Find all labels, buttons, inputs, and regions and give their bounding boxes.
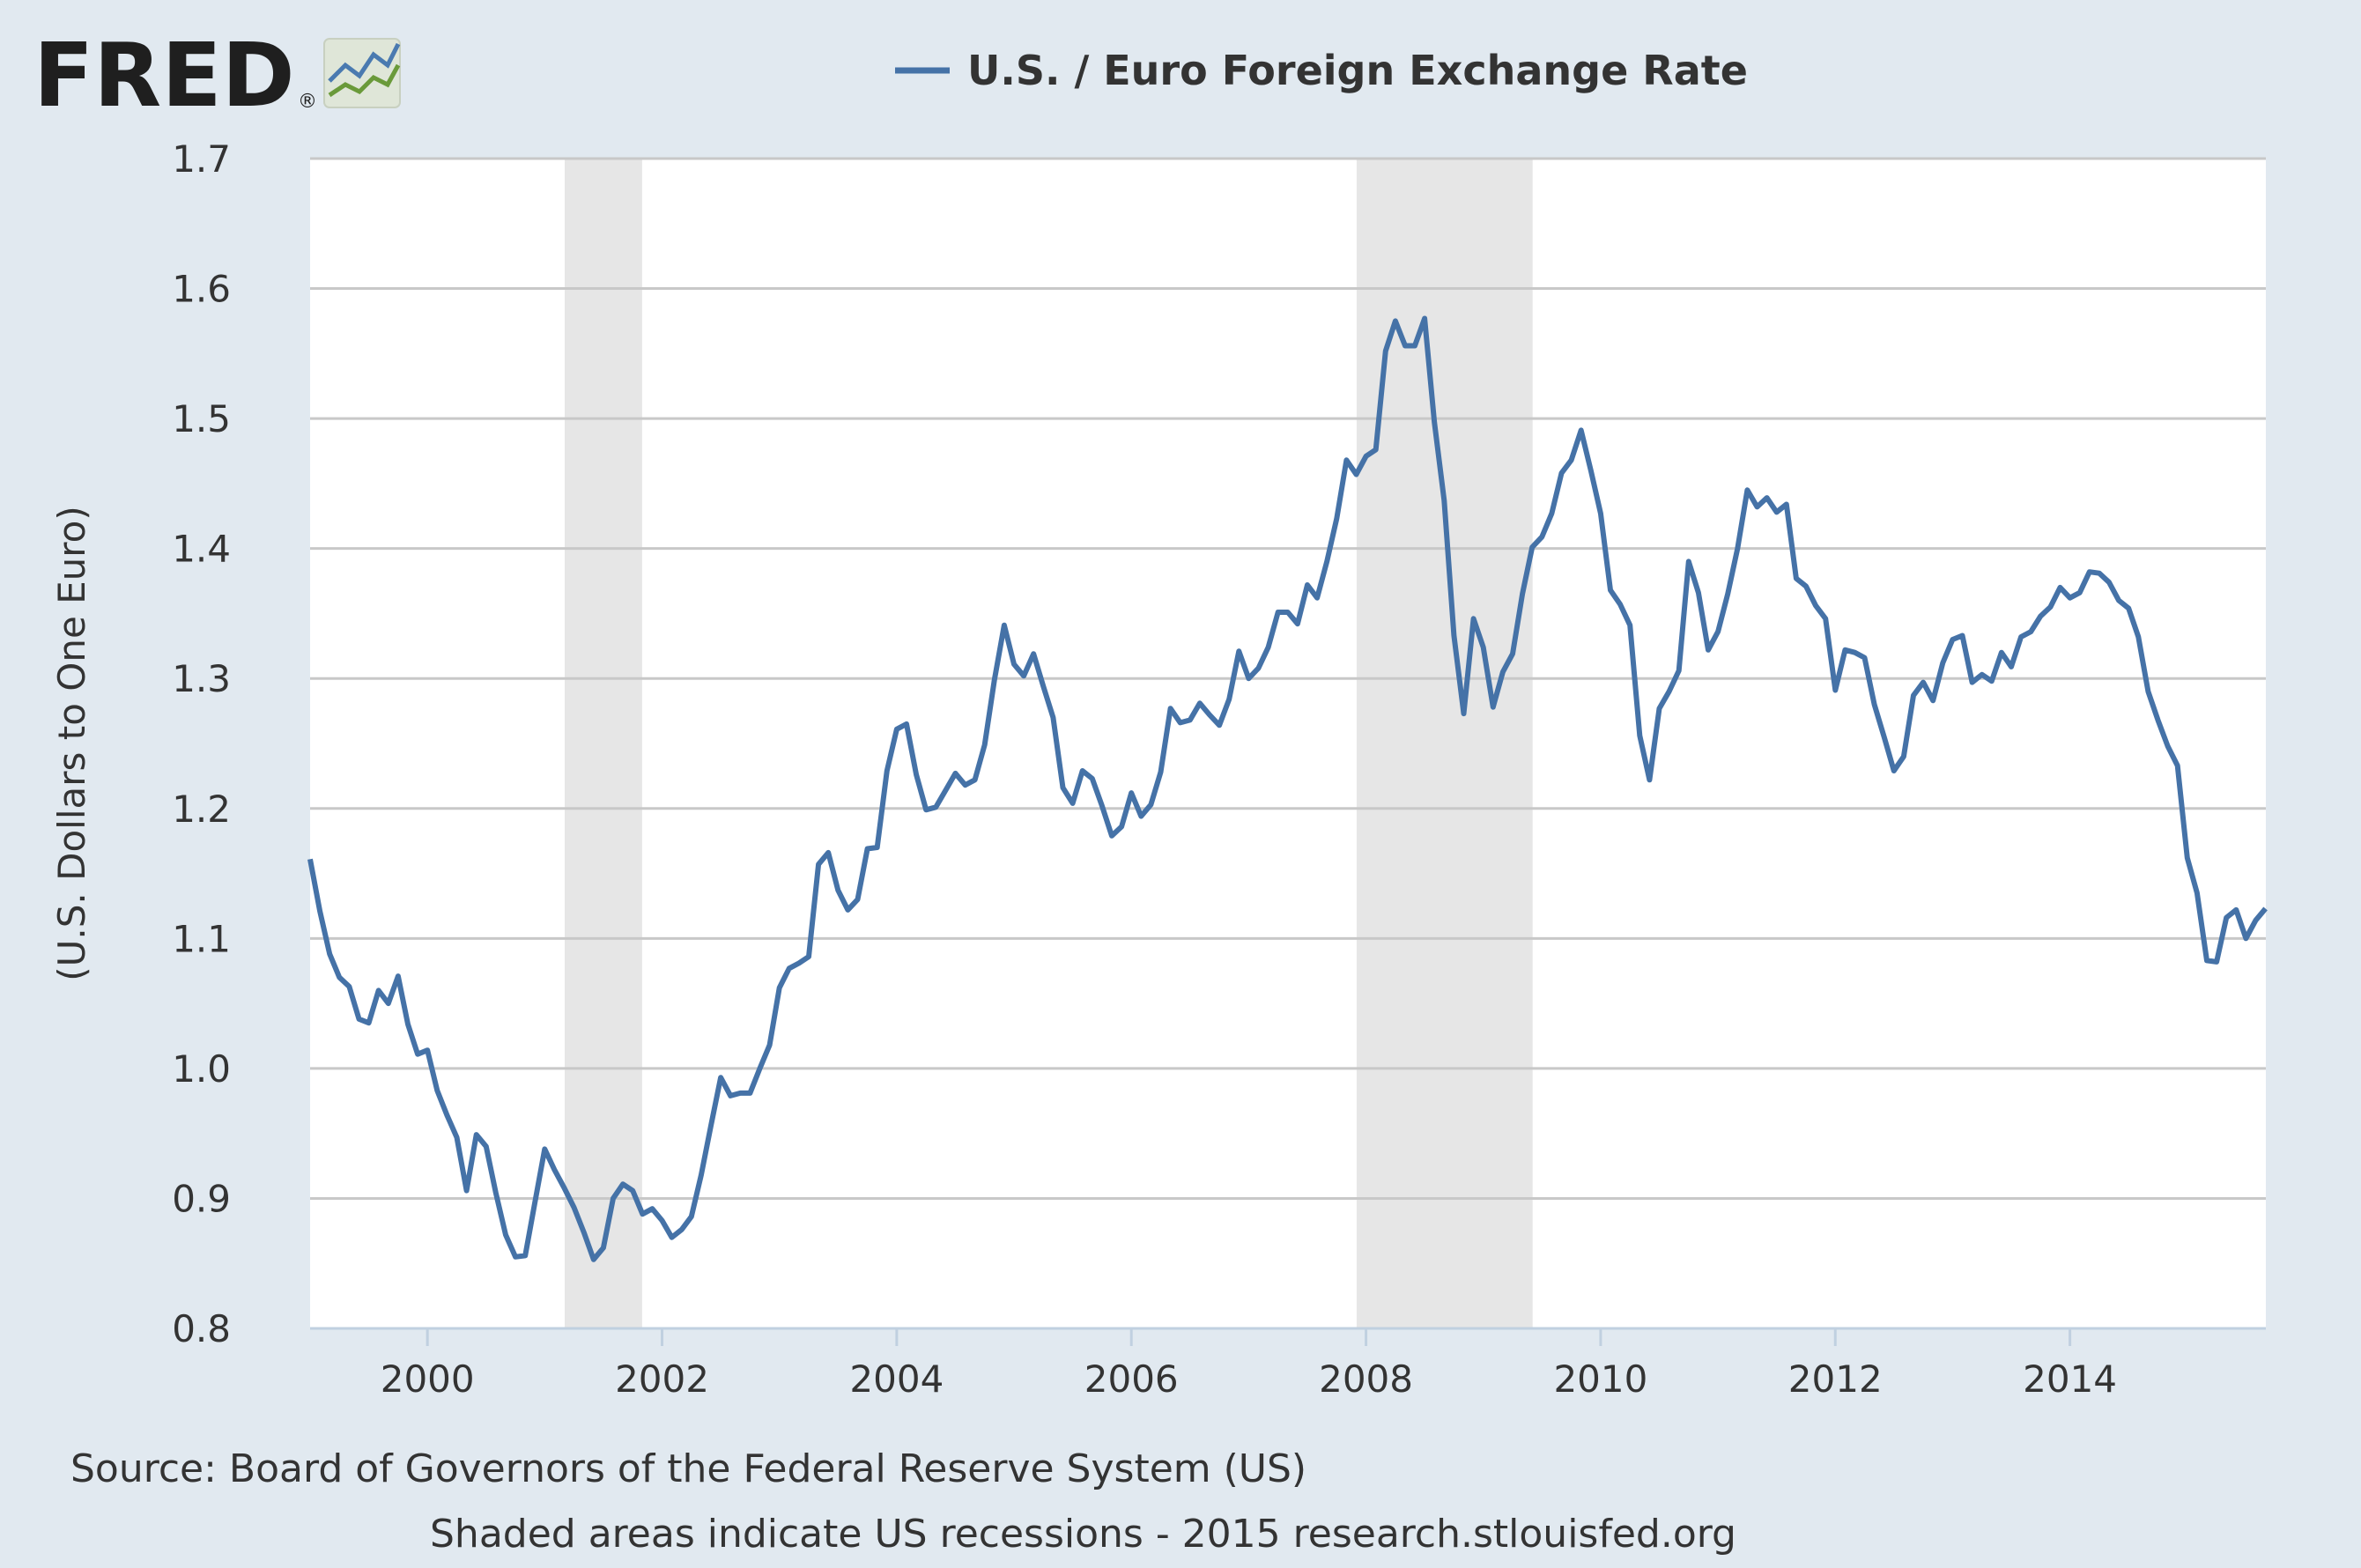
y-tick-label: 1.5 bbox=[172, 397, 231, 440]
y-tick-label: 0.8 bbox=[172, 1307, 231, 1350]
x-tick-label: 2014 bbox=[2023, 1357, 2117, 1401]
x-tick-label: 2012 bbox=[1788, 1357, 1883, 1401]
x-tick-label: 2008 bbox=[1319, 1357, 1413, 1401]
y-tick-label: 0.9 bbox=[172, 1177, 231, 1220]
y-tick-label: 1.0 bbox=[172, 1047, 231, 1091]
x-axis-ticks: 2000 2002 2004 2006 2008 2010 2012 2014 bbox=[381, 1328, 2117, 1401]
x-tick-label: 2006 bbox=[1084, 1357, 1179, 1401]
recession-band-1 bbox=[564, 159, 642, 1328]
fred-logo: FRED ® bbox=[33, 24, 401, 127]
fred-logo-text: FRED bbox=[33, 24, 295, 127]
y-axis-label: (U.S. Dollars to One Euro) bbox=[50, 506, 93, 980]
y-tick-label: 1.2 bbox=[172, 788, 231, 831]
y-axis-ticks: 0.8 0.9 1.0 1.1 1.2 1.3 1.4 1.5 1.6 1.7 bbox=[172, 137, 231, 1350]
y-tick-label: 1.1 bbox=[172, 917, 231, 960]
series-line-usd-eur bbox=[307, 315, 2268, 1262]
x-tick-label: 2000 bbox=[381, 1357, 475, 1401]
registered-mark: ® bbox=[298, 91, 317, 113]
y-tick-label: 1.6 bbox=[172, 268, 231, 311]
y-tick-label: 1.4 bbox=[172, 528, 231, 571]
y-tick-label: 1.3 bbox=[172, 657, 231, 700]
x-tick-label: 2002 bbox=[615, 1357, 709, 1401]
chart-legend: U.S. / Euro Foreign Exchange Rate bbox=[895, 47, 1748, 94]
chart-title: U.S. / Euro Foreign Exchange Rate bbox=[967, 47, 1748, 94]
source-note: Source: Board of Governors of the Federa… bbox=[70, 1446, 1306, 1491]
x-tick-label: 2004 bbox=[849, 1357, 944, 1401]
recession-band-2 bbox=[1356, 159, 1533, 1328]
fred-logo-chart-icon bbox=[323, 38, 401, 108]
recession-note: Shaded areas indicate US recessions - 20… bbox=[430, 1512, 1736, 1557]
x-tick-label: 2010 bbox=[1553, 1357, 1647, 1401]
y-tick-label: 1.7 bbox=[172, 137, 231, 181]
